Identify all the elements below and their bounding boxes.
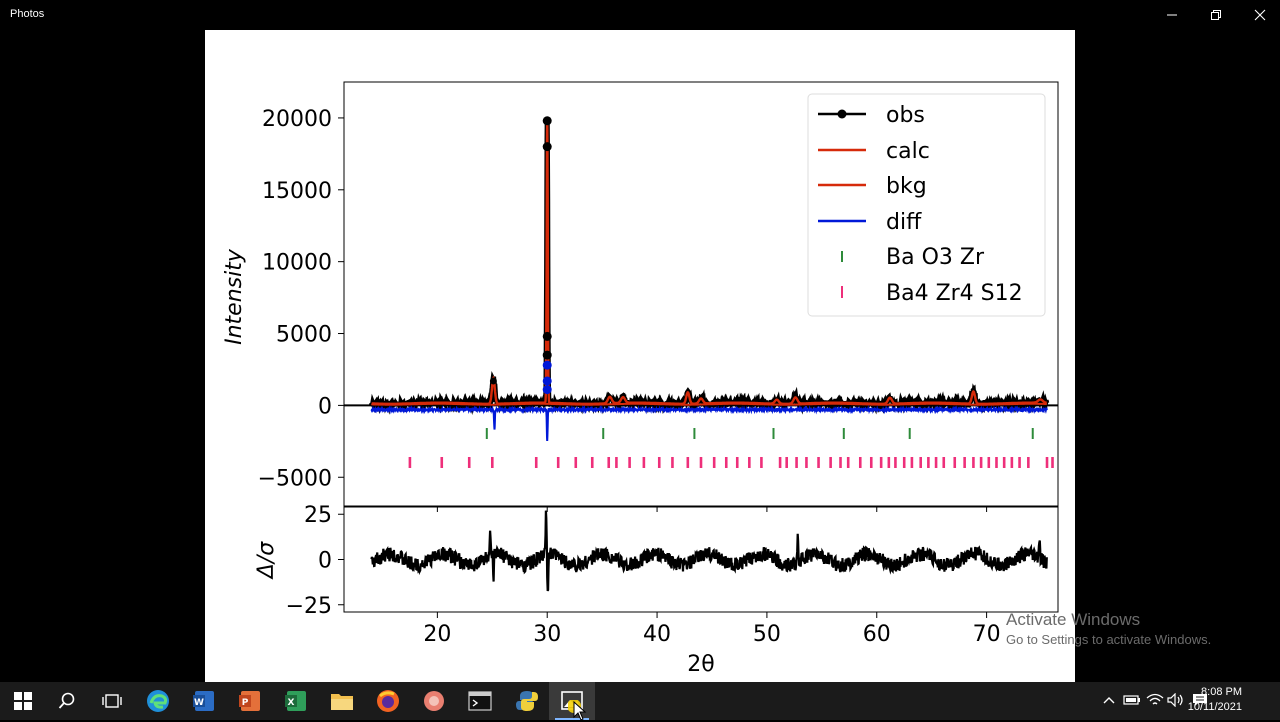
diff-series <box>370 405 1048 441</box>
residual-y-tick-label: 0 <box>318 549 332 574</box>
notification-center-button[interactable] <box>1190 690 1210 710</box>
battery-icon <box>1123 695 1140 705</box>
clock-time: 8:08 PM <box>1201 686 1242 698</box>
residual-y-axis-label: Δ/σ <box>254 541 279 580</box>
word-icon: W <box>193 691 214 711</box>
search-icon <box>58 692 75 709</box>
x-tick-label: 30 <box>533 622 561 647</box>
window-title: Photos <box>10 8 45 20</box>
residual-y-tick-label: −25 <box>286 594 332 619</box>
close-icon <box>1254 9 1266 21</box>
residual-y-tick-label: 25 <box>304 503 332 528</box>
legend-bkg-label: bkg <box>886 174 927 199</box>
tray-show-hidden-button[interactable] <box>1099 690 1119 710</box>
main-plot-area: 20000 15000 10000 5000 0 −5000 <box>258 107 1058 512</box>
tray-volume[interactable] <box>1166 690 1186 710</box>
legend: obs calc bkg diff Ba O3 Zr Ba4 Zr4 S12 <box>807 93 1046 317</box>
taskbar-terminal[interactable] <box>457 682 503 720</box>
start-button[interactable] <box>0 682 46 720</box>
obs-point <box>489 377 497 385</box>
y-tick-label: 5000 <box>276 323 332 348</box>
y-tick-label: 10000 <box>262 251 332 276</box>
svg-text:P: P <box>242 698 249 708</box>
x-tick-label: 20 <box>423 622 451 647</box>
taskbar-edge[interactable] <box>135 682 181 720</box>
legend-phase1-label: Ba O3 Zr <box>886 245 985 270</box>
restore-icon <box>1211 10 1221 20</box>
calc-series <box>370 118 1047 405</box>
taskbar-python[interactable] <box>504 682 550 720</box>
svg-text:X: X <box>288 698 295 708</box>
obs-point <box>542 331 552 341</box>
title-bar: Photos <box>0 0 1280 30</box>
legend-phase2-label: Ba4 Zr4 S12 <box>886 281 1023 306</box>
taskbar-app[interactable] <box>411 682 457 720</box>
y-tick-label: −5000 <box>258 466 332 491</box>
taskbar-word[interactable]: W <box>181 682 227 720</box>
legend-obs-marker <box>837 109 847 119</box>
obs-point <box>542 116 552 126</box>
x-tick-label: 50 <box>753 622 781 647</box>
taskbar-powerpoint[interactable]: P <box>227 682 273 720</box>
photo-canvas: 20000 15000 10000 5000 0 −5000 25 0 −25 20 30 40 50… <box>205 30 1075 682</box>
chevron-up-icon <box>1103 697 1115 704</box>
x-axis-label: 2θ <box>687 652 714 677</box>
file-explorer-icon <box>331 694 353 710</box>
x-tick-label: 40 <box>643 622 671 647</box>
main-axes-frame <box>343 81 1059 507</box>
residual-plot-area: 25 0 −25 20 30 40 50 60 70 <box>286 503 1048 647</box>
minimize-icon <box>1167 14 1177 16</box>
y-tick-label: 20000 <box>262 107 332 132</box>
y-tick-label: 0 <box>318 394 332 419</box>
wifi-icon <box>1146 693 1164 705</box>
y-axis-label: Intensity <box>222 248 247 345</box>
task-view-button[interactable] <box>89 682 135 720</box>
search-button[interactable] <box>44 682 90 720</box>
taskbar-clock[interactable]: 8:08 PM 10/11/2021 <box>1188 685 1242 715</box>
edge-icon <box>147 690 169 712</box>
excel-icon: X <box>285 691 306 711</box>
residual-series <box>370 510 1048 592</box>
python-icon <box>516 691 538 711</box>
volume-icon <box>1167 693 1183 707</box>
app-icon <box>424 691 444 711</box>
watermark-title: Activate Windows <box>1006 610 1141 629</box>
obs-point <box>542 385 552 395</box>
axes-labels: Intensity Δ/σ 2θ <box>222 248 715 677</box>
activation-watermark: Activate Windows Go to Settings to activ… <box>1006 610 1211 647</box>
legend-diff-label: diff <box>886 210 922 235</box>
mouse-cursor-icon <box>568 700 587 721</box>
task-view-icon <box>102 694 122 708</box>
svg-text:W: W <box>194 698 204 708</box>
rietveld-chart: 20000 15000 10000 5000 0 −5000 25 0 −25 20 30 40 50… <box>222 81 1059 677</box>
x-tick-label: 60 <box>863 622 891 647</box>
restore-button[interactable] <box>1194 0 1238 30</box>
obs-point <box>542 142 552 152</box>
firefox-icon <box>377 690 399 712</box>
tray-battery[interactable] <box>1122 690 1142 710</box>
legend-calc-label: calc <box>886 139 930 164</box>
powerpoint-icon: P <box>239 691 260 711</box>
taskbar-firefox[interactable] <box>365 682 411 720</box>
start-icon <box>14 692 32 710</box>
close-button[interactable] <box>1238 0 1280 30</box>
obs-point <box>542 376 552 386</box>
taskbar: W P X <box>0 682 1280 721</box>
taskbar-file-explorer[interactable] <box>319 682 365 720</box>
notification-icon <box>1193 694 1207 706</box>
minimize-button[interactable] <box>1150 0 1194 30</box>
legend-box <box>807 93 1046 317</box>
obs-point <box>542 360 552 370</box>
terminal-icon <box>468 691 492 711</box>
taskbar-excel[interactable]: X <box>273 682 319 720</box>
y-tick-label: 15000 <box>262 179 332 204</box>
watermark-subtitle: Go to Settings to activate Windows. <box>1006 632 1212 647</box>
obs-point <box>542 350 552 360</box>
legend-obs-label: obs <box>886 103 925 128</box>
tray-wifi[interactable] <box>1145 690 1165 710</box>
x-tick-label: 70 <box>973 622 1001 647</box>
clock-date: 10/11/2021 <box>1187 701 1242 713</box>
